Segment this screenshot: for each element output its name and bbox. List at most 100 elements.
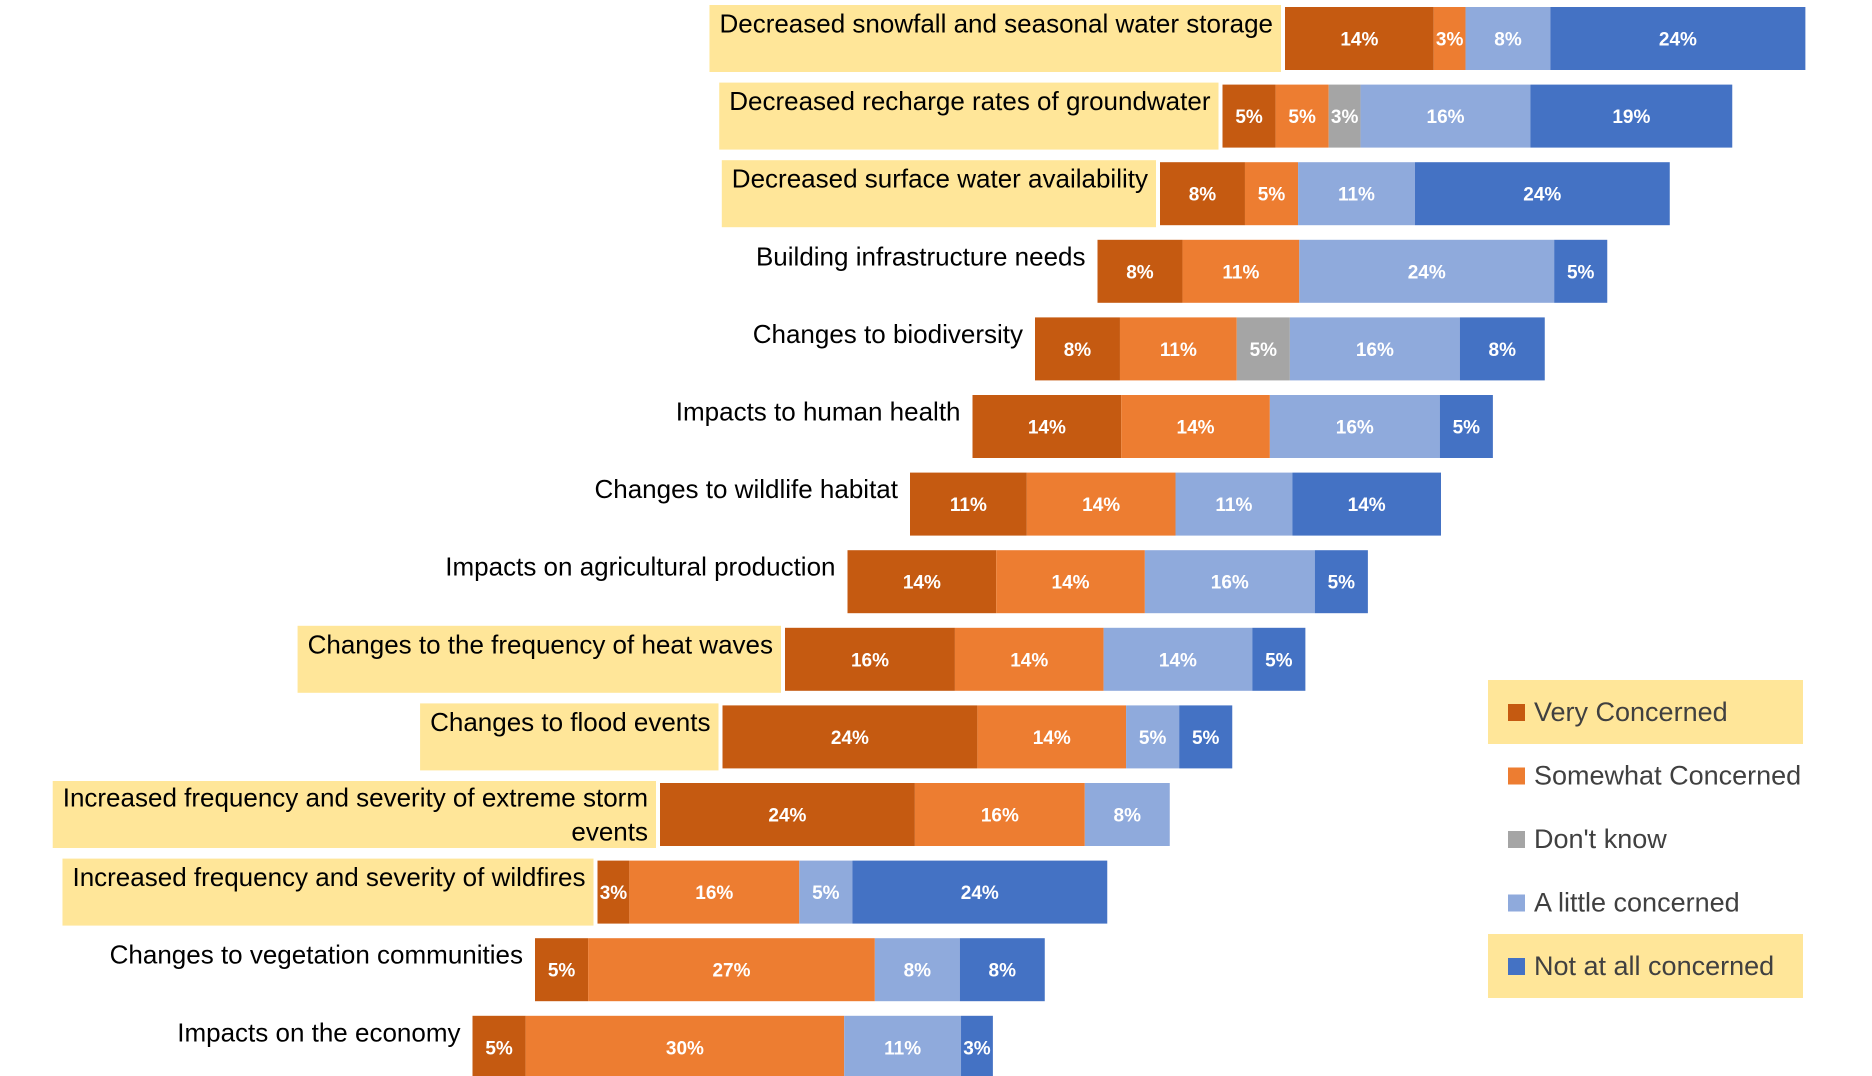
data-label: 16% xyxy=(1211,573,1249,594)
legend-swatch xyxy=(1508,831,1525,848)
bar-segment xyxy=(961,1015,993,1076)
data-label: 8% xyxy=(1114,806,1142,827)
data-label: 16% xyxy=(1336,418,1374,439)
legend-highlight xyxy=(1488,680,1803,744)
bar-segment xyxy=(472,1015,526,1076)
data-label: 14% xyxy=(1340,30,1378,51)
bar-segment xyxy=(874,938,960,1002)
bar-segment xyxy=(1285,7,1434,70)
bar-segment xyxy=(785,627,955,691)
bar-segment xyxy=(910,472,1027,536)
category-label: Changes to vegetation communities xyxy=(110,940,523,970)
bar-segment xyxy=(1035,317,1120,381)
data-label: 14% xyxy=(1033,728,1071,749)
bar-segment xyxy=(535,938,589,1002)
legend-swatch xyxy=(1508,704,1525,721)
data-label: 11% xyxy=(950,495,987,516)
bar-segment xyxy=(1269,395,1440,458)
legend-swatch xyxy=(1508,958,1525,975)
bar-segment xyxy=(1414,162,1670,226)
bar-segment xyxy=(799,860,853,924)
bar-segment xyxy=(972,395,1122,458)
data-label: 5% xyxy=(1192,728,1220,749)
data-label: 14% xyxy=(903,573,941,594)
data-label: 5% xyxy=(1288,107,1316,128)
legend-label: A little concerned xyxy=(1534,888,1740,918)
bar-segment xyxy=(629,860,800,924)
data-label: 14% xyxy=(1028,418,1066,439)
data-label: 8% xyxy=(1494,30,1522,51)
bar-segment xyxy=(1144,550,1315,614)
bar-segment xyxy=(1289,317,1460,381)
category-label: Changes to biodiversity xyxy=(753,319,1023,349)
bar-segment xyxy=(1126,705,1180,769)
data-label: 16% xyxy=(695,883,733,904)
data-label: 5% xyxy=(1235,107,1263,128)
bar-segment xyxy=(1299,239,1555,303)
label-highlight xyxy=(52,781,656,848)
data-label: 16% xyxy=(1356,340,1394,361)
bar-segment xyxy=(1026,472,1176,536)
category-label-line2: events xyxy=(571,817,648,847)
bar-segment xyxy=(525,1015,845,1076)
bar-segment xyxy=(1160,162,1245,226)
data-label: 8% xyxy=(989,961,1017,982)
data-label: 3% xyxy=(600,883,628,904)
data-label: 14% xyxy=(1159,650,1197,671)
data-label: 8% xyxy=(1126,262,1154,283)
category-label: Changes to flood events xyxy=(430,707,710,737)
legend-label: Very Concerned xyxy=(1534,697,1728,727)
data-label: 5% xyxy=(1265,650,1293,671)
bar-segment xyxy=(1298,162,1415,226)
legend-swatch xyxy=(1508,767,1525,785)
legend-label: Somewhat Concerned xyxy=(1534,761,1801,791)
bar-segment xyxy=(1314,550,1368,614)
category-label: Decreased snowfall and seasonal water st… xyxy=(719,9,1273,39)
data-label: 8% xyxy=(1189,185,1217,206)
label-highlight xyxy=(420,703,719,771)
bars: 14% 3% 8% 24% 5% 5% 3% 16% 19% 8% 5% 11% 24% 8% 11% 24%… xyxy=(472,7,1806,1076)
data-label: 24% xyxy=(768,806,806,827)
data-label: 3% xyxy=(1436,30,1464,51)
data-label: 11% xyxy=(884,1038,921,1059)
bar-segment xyxy=(844,1015,962,1076)
data-label: 24% xyxy=(1523,185,1561,206)
bar-segment xyxy=(722,705,978,769)
category-label: Impacts on the economy xyxy=(177,1017,460,1047)
category-label: Decreased recharge rates of groundwater xyxy=(729,86,1211,116)
data-label: 3% xyxy=(963,1038,991,1059)
label-highlight xyxy=(297,625,781,693)
bar-segment xyxy=(1121,395,1270,458)
data-label: 16% xyxy=(1427,107,1465,128)
bar-segment xyxy=(1439,395,1493,458)
data-label: 5% xyxy=(485,1038,513,1059)
category-label: Impacts to human health xyxy=(676,397,961,427)
data-label: 11% xyxy=(1215,495,1252,516)
legend-label: Don't know xyxy=(1534,824,1667,854)
data-label: 16% xyxy=(851,650,889,671)
bar-segment xyxy=(1179,705,1233,769)
data-label: 8% xyxy=(1064,340,1092,361)
data-label: 24% xyxy=(1659,30,1697,51)
bar-segment xyxy=(1175,472,1293,536)
bar-segment xyxy=(588,938,875,1002)
data-label: 5% xyxy=(812,883,840,904)
data-label: 19% xyxy=(1612,107,1650,128)
bar-segment xyxy=(1459,317,1545,381)
bar-segment xyxy=(1328,84,1361,148)
bar-segment xyxy=(1222,84,1276,148)
data-label: 24% xyxy=(831,728,869,749)
category-label: Increased frequency and severity of extr… xyxy=(63,783,648,813)
data-label: 24% xyxy=(961,883,999,904)
category-label: Decreased surface water availability xyxy=(732,164,1148,194)
bar-segment xyxy=(1530,84,1733,148)
legend-highlight xyxy=(1488,934,1803,998)
bar-segment xyxy=(1360,84,1531,148)
label-highlight xyxy=(719,82,1219,150)
bar-segment xyxy=(977,705,1127,769)
bar-segment xyxy=(1275,84,1329,148)
category-label: Increased frequency and severity of wild… xyxy=(72,862,585,892)
bar-segment xyxy=(914,783,1085,846)
bar-segment xyxy=(1550,7,1806,70)
